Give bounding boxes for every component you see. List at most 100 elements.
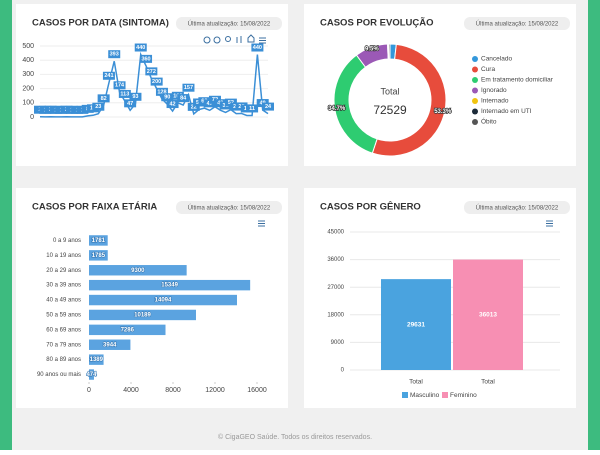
bar	[89, 324, 166, 336]
updated-badge: Última atualização: 15/08/2022	[188, 21, 271, 28]
y-tick-label: 30 a 39 anos	[46, 283, 81, 289]
data-label-box	[129, 92, 142, 101]
data-label: 7286	[121, 327, 135, 333]
slice-label: 53.3%	[434, 109, 452, 115]
data-label-box	[177, 94, 190, 103]
data-label: 42	[169, 101, 175, 107]
bar	[89, 309, 196, 321]
data-label-box	[97, 94, 110, 103]
data-label: 82	[101, 96, 107, 102]
updated-badge: Última atualização: 15/08/2022	[188, 205, 271, 212]
data-label: 36013	[479, 311, 497, 318]
legend-marker	[402, 392, 408, 398]
legend-label: Masculino	[410, 392, 440, 399]
bar	[89, 369, 94, 380]
bar	[89, 294, 237, 306]
y-tick-label: 40 a 49 anos	[46, 298, 81, 304]
y-tick-label: 70 a 79 anos	[46, 342, 81, 348]
footer: © CigaGEO Saúde. Todos os direitos reser…	[218, 433, 372, 441]
total-value: 72529	[373, 103, 407, 117]
slice-label: 34.7%	[328, 106, 346, 112]
legend-label: Feminino	[450, 392, 477, 399]
y-tick-label: 60 a 69 anos	[46, 327, 81, 333]
toolbar	[203, 34, 255, 44]
bar	[381, 279, 451, 370]
data-label: 22	[191, 104, 197, 110]
chart-title: CASOS POR FAIXA ETÁRIA	[32, 202, 157, 213]
legend-marker	[472, 77, 478, 83]
y-tick-label: 18000	[327, 312, 344, 318]
total-label: Total	[380, 86, 399, 96]
data-label: 393	[110, 52, 119, 58]
data-label: 440	[136, 45, 145, 51]
chart-title: CASOS POR EVOLUÇÃO	[320, 18, 434, 29]
data-label: 14094	[155, 298, 172, 304]
slice-label: 9.5%	[365, 47, 379, 53]
y-tick-label: 200	[22, 85, 34, 92]
y-tick-label: 27000	[327, 285, 344, 291]
data-label: 47	[207, 101, 213, 107]
data-label-box	[102, 71, 115, 80]
legend-marker	[472, 108, 478, 115]
y-tick-label: 0 a 9 anos	[53, 238, 81, 244]
data-label: 200	[152, 79, 161, 85]
data-label-box	[262, 102, 274, 111]
y-tick-label: 36000	[327, 257, 344, 263]
legend-label: Ignorado	[481, 87, 507, 94]
legend-label: Em tratamento domiciliar	[481, 77, 554, 84]
data-label: 3944	[103, 342, 117, 348]
data-label-box	[161, 93, 174, 102]
y-tick-label: 0	[30, 114, 34, 121]
data-label-box	[182, 83, 195, 92]
badge	[464, 17, 570, 30]
bar	[453, 259, 523, 370]
data-label-box	[108, 50, 121, 59]
data-label-box	[166, 100, 179, 109]
data-label: 241	[104, 73, 113, 79]
y-tick-label: 80 a 89 anos	[46, 357, 81, 363]
data-label: 174	[115, 83, 125, 89]
data-label-box	[155, 87, 168, 96]
legend-label: Óbito	[481, 117, 497, 126]
data-label: 29631	[407, 321, 425, 328]
data-label-box	[92, 102, 105, 111]
x-tick-label: 12000	[205, 387, 225, 394]
data-label: 15349	[161, 283, 178, 289]
data-label-box	[246, 104, 259, 113]
data-label: 9300	[131, 268, 145, 274]
data-label-box	[113, 81, 126, 90]
slice	[371, 43, 447, 157]
bar	[89, 354, 104, 365]
slice	[388, 43, 391, 60]
y-tick-label: 10 a 19 anos	[46, 253, 81, 259]
x-tick-label: Total	[481, 379, 495, 386]
x-tick-label: 16000	[247, 387, 267, 394]
legend-label: Internado em UTI	[481, 108, 532, 115]
data-label: 1389	[90, 357, 104, 363]
data-label: 128	[157, 89, 166, 95]
legend-marker	[472, 66, 478, 73]
bar	[89, 265, 187, 276]
y-tick-label: 300	[22, 71, 34, 78]
chart-title: CASOS POR DATA (SINTOMA)	[32, 18, 169, 29]
y-tick-label: 100	[22, 100, 34, 107]
data-label: 113	[120, 91, 129, 97]
data-label: 23	[95, 104, 101, 110]
updated-badge: Última atualização: 15/08/2022	[476, 21, 559, 28]
x-tick-label: 8000	[165, 387, 181, 394]
data-label-box	[118, 89, 131, 98]
data-label-box	[251, 43, 264, 52]
data-label: 360	[141, 56, 150, 62]
y-tick-label: 9000	[331, 340, 345, 346]
data-label-box	[140, 54, 153, 63]
x-tick-label: 4000	[123, 387, 139, 394]
badge	[464, 201, 570, 214]
menu-icon[interactable]	[258, 37, 553, 227]
data-label: 84	[180, 96, 187, 102]
data-label-box	[145, 67, 158, 76]
x-tick-label: 0	[87, 387, 91, 394]
data-label: 10189	[134, 313, 151, 319]
data-label: 24	[265, 104, 272, 110]
data-label: 157	[184, 85, 193, 91]
